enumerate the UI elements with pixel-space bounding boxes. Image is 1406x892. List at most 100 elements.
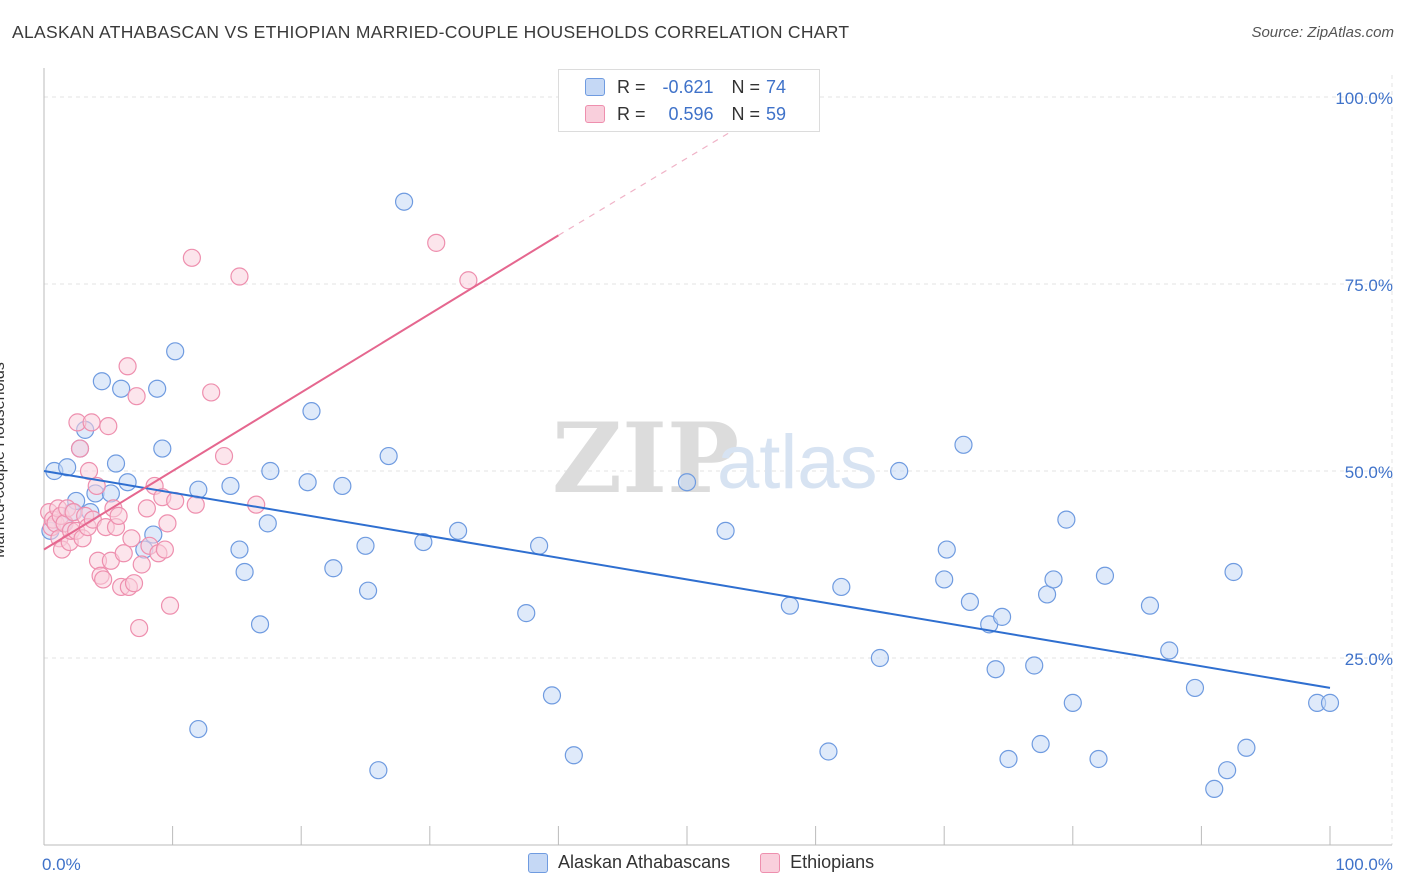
point-ethiopian bbox=[124, 574, 144, 593]
point-ethiopian bbox=[122, 529, 141, 548]
point-athabascan bbox=[1185, 678, 1205, 698]
point-athabascan bbox=[1218, 761, 1237, 780]
point-athabascan bbox=[832, 577, 851, 597]
point-athabascan bbox=[992, 607, 1012, 626]
source-label: Source: ZipAtlas.com bbox=[1251, 24, 1394, 41]
trend-line-athabascan bbox=[43, 470, 1331, 689]
point-athabascan bbox=[166, 342, 185, 361]
y-tick-label: 50.0% bbox=[1345, 463, 1393, 482]
point-athabascan bbox=[1031, 734, 1050, 754]
point-athabascan bbox=[148, 379, 167, 398]
legend-r-value: -0.621 bbox=[662, 76, 714, 97]
x-tick-label: 0.0% bbox=[42, 855, 81, 874]
point-ethiopian bbox=[109, 506, 128, 525]
point-ethiopian bbox=[160, 596, 180, 615]
axes bbox=[43, 68, 1392, 846]
point-athabascan bbox=[258, 514, 277, 533]
point-athabascan bbox=[819, 742, 838, 761]
point-athabascan bbox=[189, 719, 208, 739]
point-athabascan bbox=[542, 686, 562, 705]
point-athabascan bbox=[356, 536, 375, 555]
legend-row-ethiopian: R = 0.596 N = 59 bbox=[585, 103, 786, 125]
legend-swatch-blue bbox=[585, 78, 605, 96]
y-tick-label: 100.0% bbox=[1335, 89, 1393, 108]
point-athabascan bbox=[564, 746, 583, 765]
trend-line-ethiopian bbox=[43, 234, 559, 551]
point-athabascan bbox=[221, 476, 240, 496]
point-athabascan bbox=[333, 476, 352, 496]
point-athabascan bbox=[379, 446, 398, 466]
point-athabascan bbox=[1089, 749, 1108, 769]
point-athabascan bbox=[937, 540, 956, 559]
legend-row-athabascan: R = -0.621 N = 74 bbox=[585, 76, 786, 98]
point-ethiopian bbox=[214, 446, 234, 466]
point-athabascan bbox=[986, 660, 1005, 679]
point-athabascan bbox=[1044, 570, 1063, 589]
point-athabascan bbox=[960, 592, 980, 612]
point-athabascan bbox=[999, 749, 1018, 769]
point-athabascan bbox=[324, 559, 343, 578]
point-ethiopian bbox=[247, 495, 266, 514]
point-ethiopian bbox=[127, 387, 146, 406]
point-ethiopian bbox=[87, 476, 106, 496]
point-athabascan bbox=[106, 454, 126, 473]
point-ethiopian bbox=[137, 499, 156, 518]
point-athabascan bbox=[261, 461, 280, 481]
point-athabascan bbox=[298, 473, 317, 492]
watermark-zip: ZIP bbox=[552, 402, 739, 515]
point-athabascan bbox=[1320, 693, 1340, 712]
legend-item-athabascans[interactable]: Alaskan Athabascans bbox=[528, 852, 730, 873]
point-athabascan bbox=[250, 615, 270, 634]
legend-n-label: N = bbox=[731, 103, 761, 124]
point-athabascan bbox=[448, 521, 468, 540]
y-tick-label: 25.0% bbox=[1345, 650, 1393, 669]
watermark: ZIP atlas bbox=[552, 402, 878, 515]
point-athabascan bbox=[414, 532, 433, 552]
legend-r-value: 0.596 bbox=[668, 103, 714, 124]
point-ethiopian bbox=[202, 383, 221, 402]
point-ethiopian bbox=[99, 417, 118, 436]
legend-label-athabascans: Alaskan Athabascans bbox=[558, 852, 731, 872]
point-athabascan bbox=[153, 439, 172, 458]
point-athabascan bbox=[1063, 693, 1082, 712]
point-athabascan bbox=[1237, 738, 1256, 757]
point-athabascan bbox=[517, 604, 536, 623]
point-ethiopian bbox=[114, 544, 133, 563]
y-tick-label: 75.0% bbox=[1345, 276, 1393, 295]
point-athabascan bbox=[302, 402, 321, 421]
point-athabascan bbox=[677, 473, 697, 492]
point-athabascan bbox=[118, 473, 137, 492]
point-ethiopian bbox=[182, 248, 201, 267]
point-athabascan bbox=[530, 536, 549, 555]
point-athabascan bbox=[1160, 641, 1179, 660]
point-athabascan bbox=[1025, 656, 1044, 675]
legend-item-ethiopians[interactable]: Ethiopians bbox=[760, 852, 874, 873]
point-athabascan bbox=[1140, 596, 1160, 615]
point-ethiopian bbox=[158, 514, 177, 533]
point-ethiopian bbox=[459, 271, 478, 290]
legend-swatch-pink bbox=[585, 105, 605, 123]
legend-n-value: 74 bbox=[766, 76, 787, 97]
watermark-atlas: atlas bbox=[717, 420, 878, 505]
legend-n-value: 59 bbox=[766, 103, 787, 124]
trend-line-ethiopian-extension bbox=[558, 118, 752, 236]
point-ethiopian bbox=[118, 357, 137, 376]
point-athabascan bbox=[780, 596, 799, 615]
point-athabascan bbox=[1224, 562, 1243, 582]
point-ethiopian bbox=[155, 540, 174, 559]
point-ethiopian bbox=[82, 413, 101, 432]
point-athabascan bbox=[716, 521, 735, 540]
x-tick-label: 100.0% bbox=[1335, 855, 1393, 874]
point-athabascan bbox=[870, 648, 890, 668]
point-athabascan bbox=[1057, 510, 1076, 529]
point-athabascan bbox=[394, 192, 414, 211]
series-alaskan-athabascans bbox=[41, 192, 1340, 799]
legend-n-label: N = bbox=[731, 76, 761, 97]
point-athabascan bbox=[358, 581, 378, 600]
point-ethiopian bbox=[186, 495, 205, 514]
point-athabascan bbox=[235, 562, 254, 582]
point-athabascan bbox=[935, 570, 954, 589]
point-ethiopian bbox=[230, 267, 249, 286]
point-athabascan bbox=[1205, 779, 1224, 799]
